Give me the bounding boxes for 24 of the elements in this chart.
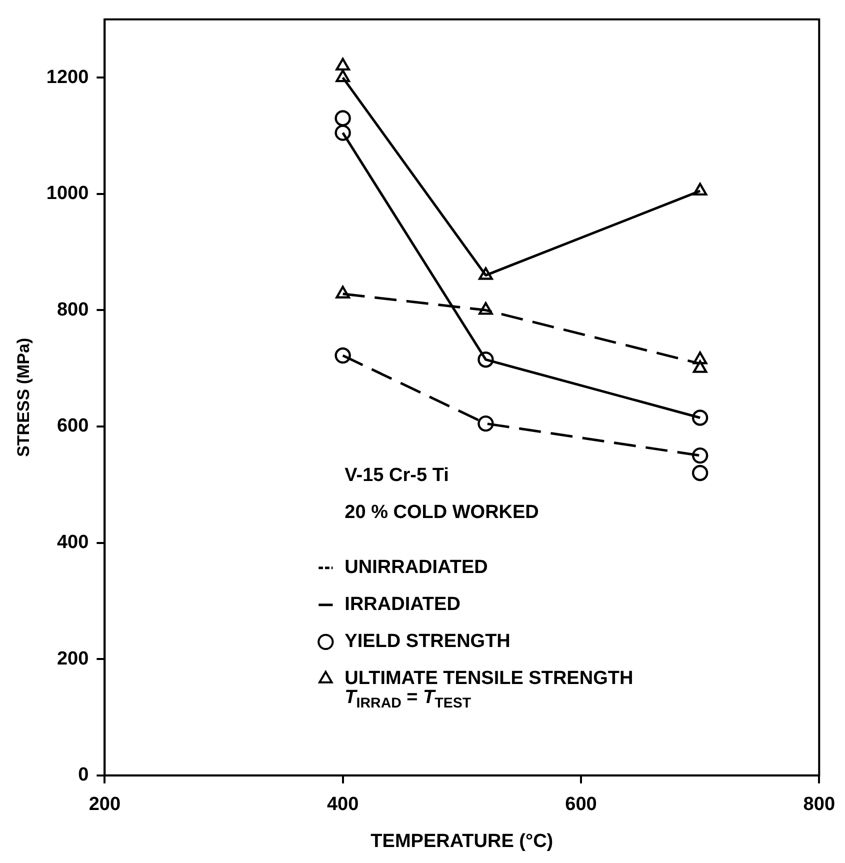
point <box>336 58 350 71</box>
y-tick-label: 400 <box>56 532 89 554</box>
y-tick-label: 1000 <box>46 183 89 204</box>
annotation: 20 % COLD WORKED <box>344 502 539 524</box>
y-tick-label: 1200 <box>46 66 89 88</box>
point <box>692 464 708 482</box>
point <box>692 447 708 464</box>
y-tick-label: 200 <box>56 648 89 670</box>
legend-title: V-15 Cr-5 Ti <box>344 465 449 486</box>
y-axis-title: STRESS (MPa) <box>14 338 33 457</box>
x-tick-label: 200 <box>88 794 121 816</box>
legend-label: ULTIMATE TENSILE STRENGTH <box>344 668 634 690</box>
point <box>692 360 708 373</box>
x-axis-title: TEMPERATURE (°C) <box>370 830 554 852</box>
y-tick-label: 600 <box>56 416 89 437</box>
x-tick-label: 400 <box>326 794 359 816</box>
legend-label: IRRADIATED <box>344 594 460 616</box>
x-tick-label: 600 <box>565 794 597 816</box>
y-tick-label: 0 <box>78 764 89 786</box>
legend-label: UNIRRADIATED <box>344 557 488 578</box>
legend-label: YIELD STRENGTH <box>344 631 510 652</box>
point <box>478 415 494 432</box>
y-tick-label: 800 <box>56 299 89 320</box>
x-tick-label: 800 <box>803 794 835 816</box>
